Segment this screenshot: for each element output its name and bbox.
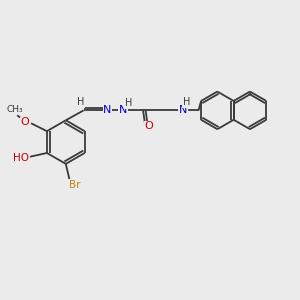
Text: N: N [103,105,112,116]
Text: H: H [124,98,132,108]
Text: H: H [77,98,84,107]
Text: Br: Br [69,180,80,190]
Text: H: H [183,98,190,107]
Text: O: O [21,117,29,127]
Text: O: O [145,121,153,131]
Text: N: N [119,105,128,116]
Text: N: N [178,105,187,116]
Text: HO: HO [13,153,29,163]
Text: CH₃: CH₃ [7,105,23,114]
